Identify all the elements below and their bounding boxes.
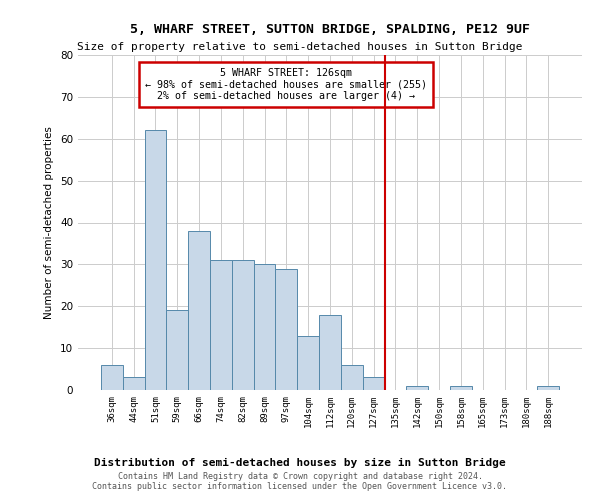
Bar <box>232 260 254 390</box>
Bar <box>406 386 428 390</box>
Bar <box>363 378 385 390</box>
Bar <box>166 310 188 390</box>
Text: Contains HM Land Registry data © Crown copyright and database right 2024.
Contai: Contains HM Land Registry data © Crown c… <box>92 472 508 491</box>
Bar <box>254 264 275 390</box>
Y-axis label: Number of semi-detached properties: Number of semi-detached properties <box>44 126 55 319</box>
Bar <box>101 365 123 390</box>
Bar <box>188 231 210 390</box>
Bar <box>123 378 145 390</box>
Bar <box>275 268 297 390</box>
Bar <box>210 260 232 390</box>
Bar <box>319 314 341 390</box>
Bar <box>341 365 363 390</box>
Title: 5, WHARF STREET, SUTTON BRIDGE, SPALDING, PE12 9UF: 5, WHARF STREET, SUTTON BRIDGE, SPALDING… <box>130 23 530 36</box>
Bar <box>297 336 319 390</box>
Bar <box>450 386 472 390</box>
Bar <box>145 130 166 390</box>
Text: 5 WHARF STREET: 126sqm
← 98% of semi-detached houses are smaller (255)
2% of sem: 5 WHARF STREET: 126sqm ← 98% of semi-det… <box>145 68 427 101</box>
Text: Distribution of semi-detached houses by size in Sutton Bridge: Distribution of semi-detached houses by … <box>94 458 506 468</box>
Bar <box>537 386 559 390</box>
Text: Size of property relative to semi-detached houses in Sutton Bridge: Size of property relative to semi-detach… <box>77 42 523 52</box>
